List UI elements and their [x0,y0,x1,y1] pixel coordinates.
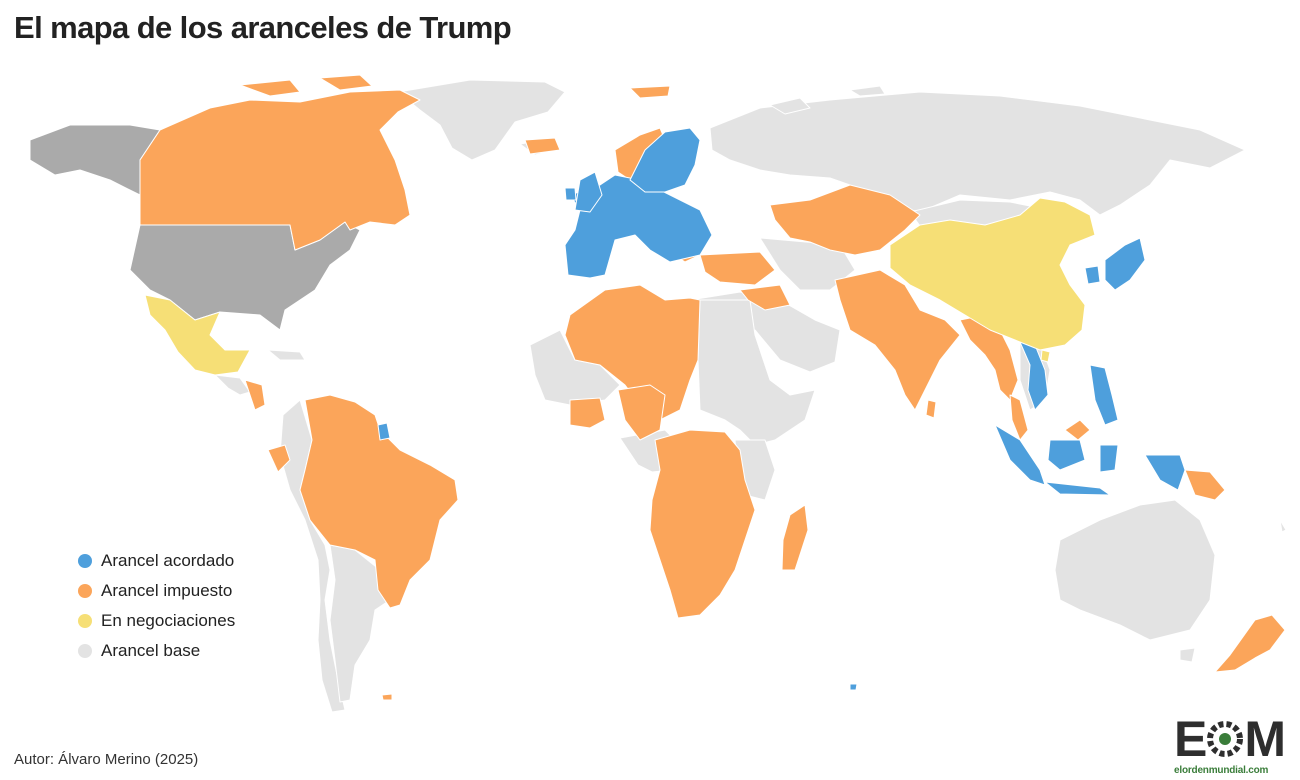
eom-logo[interactable]: E M elordenmundial.com [1174,714,1288,776]
china [889,197,1096,351]
legend-item-agreed: Arancel acordado [78,546,235,576]
arctic-islands-russia [769,85,886,115]
sri-lanka [925,399,937,419]
map-title: El mapa de los aranceles de Trump [14,10,512,45]
png-east [1184,469,1226,501]
russia-kazakhstan [769,184,921,256]
borneo-north [1064,419,1091,441]
logo-mark: E M [1174,714,1288,764]
indonesia [994,424,1186,496]
ecuador [267,444,291,473]
legend-item-base: Arancel base [78,636,235,666]
south-asia [834,269,961,411]
mexico [144,294,251,376]
legend-swatch-negotiating [78,614,92,628]
author-credit: Autor: Álvaro Merino (2025) [14,751,199,768]
turkey-middle [699,251,791,311]
legend-item-negotiating: En negociaciones [78,606,235,636]
legend-label-imposed: Arancel impuesto [101,581,233,600]
russia-north-asia [709,91,1246,216]
logo-site: elordenmundial.com [1174,765,1269,776]
legend-item-imposed: Arancel impuesto [78,576,235,606]
legend-label-negotiating: En negociaciones [101,611,236,630]
malay-peninsula [1009,394,1029,441]
new-caledonia [1279,519,1287,533]
legend-label-agreed: Arancel acordado [101,551,235,570]
iceland [524,137,561,155]
logo-letter-m: M [1244,711,1286,767]
canada-arctic-islands [239,74,671,99]
southern-africa [649,429,756,619]
negotiation-regions [144,197,1096,376]
egypt-sudan-horn [697,299,816,446]
map-legend: Arancel acordado Arancel impuesto En neg… [78,546,235,666]
japan [1104,237,1146,291]
french-guiana [377,422,391,441]
logo-letter-e: E [1174,711,1207,767]
central-america-caribbean [214,349,306,396]
falklands [381,693,393,701]
uk-ireland [564,171,603,213]
north-africa [564,284,701,421]
usa-regions [29,124,361,331]
greenland [397,79,566,161]
new-zealand [1214,614,1286,673]
canada [139,89,421,251]
west-africa [569,384,666,441]
tasmania [1179,647,1196,663]
legend-label-base: Arancel base [101,641,201,660]
imposed-tariff-regions [139,74,1286,701]
central-america-orange [244,379,266,411]
scandinavia [629,127,701,193]
philippines [1089,364,1119,426]
reunion [849,683,858,691]
legend-swatch-imposed [78,584,92,598]
australia [1054,499,1216,641]
south-korea [1084,265,1101,285]
taiwan-hainan [1040,349,1051,363]
legend-swatch-agreed [78,554,92,568]
logo-globe-icon [1206,716,1244,757]
madagascar [781,504,809,571]
legend-swatch-base [78,644,92,658]
agreed-tariff-regions [377,127,1186,691]
north-africa-west [529,329,621,406]
